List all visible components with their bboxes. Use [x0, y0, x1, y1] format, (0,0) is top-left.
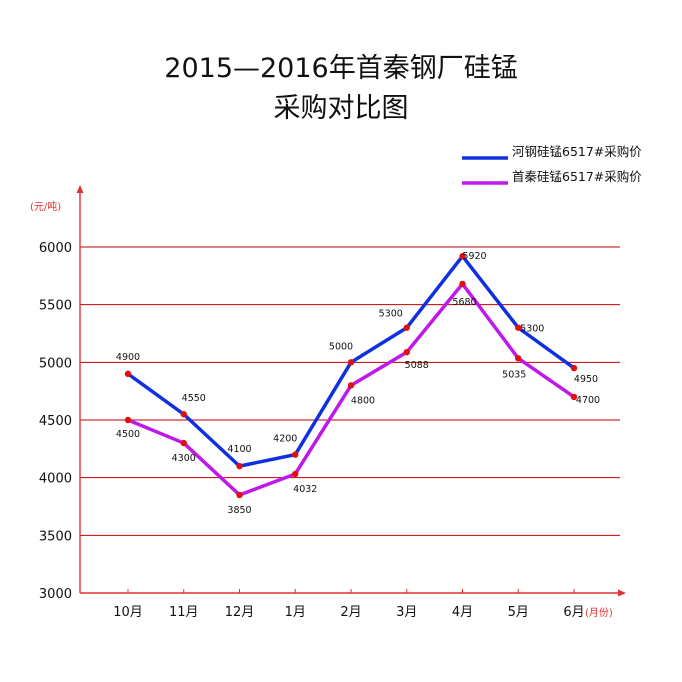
- y-tick-label: 5500: [39, 299, 72, 314]
- grid-layer: [80, 246, 620, 536]
- data-label: 3850: [227, 505, 251, 516]
- y-tick-label: 4500: [39, 414, 72, 429]
- data-point: [124, 416, 132, 424]
- data-point: [180, 439, 187, 447]
- x-tick-label: 3月: [396, 605, 417, 620]
- y-tick-label: 5000: [39, 356, 72, 371]
- chart-title: 2015—2016年首秦钢厂硅锰: [164, 53, 517, 84]
- data-label: 4700: [576, 395, 600, 406]
- data-point: [403, 324, 410, 331]
- x-tick-label: 11月: [169, 605, 199, 620]
- label-layer: 4900 4550 4100 4200 5000 5300 5920 5300 4950 4500…: [116, 251, 600, 516]
- x-tick-label: 6月: [563, 605, 584, 620]
- data-point: [570, 393, 578, 401]
- data-label: 5035: [502, 369, 526, 380]
- x-tick-label: 12月: [225, 605, 255, 620]
- y-tick-label: 6000: [39, 241, 72, 256]
- data-label: 4032: [293, 484, 317, 495]
- x-axis-arrow: [618, 589, 626, 597]
- data-point: [570, 364, 578, 372]
- data-label: 5920: [462, 251, 486, 262]
- x-tick-label: 1月: [285, 605, 306, 620]
- legend-label-2: 首秦硅锰6517#采购价: [512, 169, 642, 184]
- data-point: [347, 359, 355, 366]
- data-point: [180, 411, 187, 418]
- y-axis-unit: (元/吨): [30, 200, 61, 213]
- legend-label-1: 河钢硅锰6517#采购价: [512, 144, 642, 159]
- y-tick-label: 4000: [39, 472, 72, 487]
- y-tick-label: 3000: [39, 587, 72, 602]
- data-label: 4800: [351, 395, 375, 406]
- x-tick-label: 4月: [452, 605, 473, 620]
- data-point: [403, 348, 410, 356]
- data-label: 4200: [273, 434, 297, 445]
- series-layer: [124, 253, 578, 499]
- data-point: [459, 280, 466, 288]
- axis-layer: 3000 3500 4000 4500 5000 5500 6000 10月 11月 12月 1月 2…: [39, 185, 626, 620]
- chart-subtitle: 采购对比图: [274, 93, 409, 124]
- data-label: 4950: [574, 374, 598, 385]
- y-axis-arrow: [76, 185, 84, 193]
- data-label: 5300: [379, 309, 403, 320]
- data-point: [347, 382, 355, 389]
- x-tick-label: 5月: [508, 605, 529, 620]
- data-point: [459, 253, 466, 260]
- data-point: [292, 470, 299, 478]
- x-tick-label: 2月: [340, 605, 361, 620]
- data-label: 4500: [116, 429, 140, 440]
- x-axis-unit: (月份): [585, 607, 613, 619]
- data-point: [236, 491, 243, 499]
- data-label: 5680: [452, 297, 476, 308]
- data-point: [124, 370, 132, 378]
- data-point: [515, 355, 522, 362]
- data-label: 4300: [172, 453, 196, 464]
- data-label: 5088: [405, 360, 429, 371]
- data-label: 5000: [329, 341, 353, 352]
- data-point: [292, 451, 299, 458]
- y-tick-label: 3500: [39, 529, 72, 544]
- data-label: 4900: [116, 352, 140, 363]
- data-label: 4550: [182, 393, 206, 404]
- data-label: 5300: [520, 324, 544, 335]
- x-tick-label: 10月: [113, 605, 143, 620]
- data-point: [515, 324, 522, 331]
- data-label: 4100: [227, 444, 251, 455]
- data-point: [236, 462, 243, 470]
